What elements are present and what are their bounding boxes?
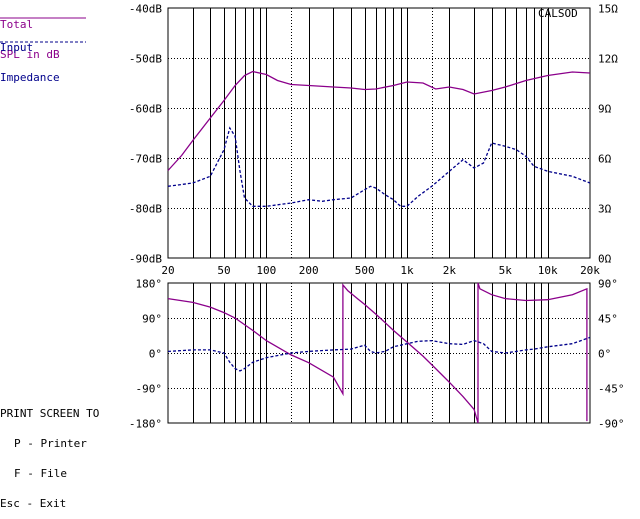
magnitude-y2-tick-label: 12Ω: [598, 53, 618, 66]
magnitude-frame: [167, 7, 591, 259]
x-tick-label: 1k: [400, 264, 414, 277]
magnitude-y-tick-label: -90dB: [129, 253, 162, 266]
brand-label: CALSOD: [538, 7, 578, 20]
spl-legend-swatch: [0, 17, 86, 19]
phase-series: [167, 282, 591, 424]
phase-series-spl: [167, 282, 588, 424]
phase-grid: [167, 282, 591, 424]
impedance-legend-line1: Input: [0, 41, 34, 54]
print-menu-title: PRINT SCREEN TO: [0, 407, 100, 420]
x-tick-label: 5k: [499, 264, 513, 277]
magnitude-y-tick-label: -50dB: [129, 53, 162, 66]
x-tick-label: 20: [161, 264, 174, 277]
print-option-file[interactable]: F - File: [14, 467, 67, 480]
print-option-exit[interactable]: Esc - Exit: [0, 497, 67, 510]
phase-y-tick-label: -90°: [136, 383, 163, 396]
x-tick-label: 10k: [538, 264, 558, 277]
x-tick-label: 100: [256, 264, 276, 277]
magnitude-series-impedance: [167, 126, 591, 207]
magnitude-series-spl: [167, 70, 591, 171]
calsod-plot: -40dB -50dB -60dB -70dB -80dB -90dB 15Ω 12Ω 9Ω 6Ω…: [129, 3, 625, 431]
x-tick-label: 500: [355, 264, 375, 277]
print-screen-menu: PRINT SCREEN TO P - Printer F - File Esc…: [0, 389, 99, 519]
magnitude-series: [167, 70, 591, 207]
spl-legend: Total SPL in dB: [0, 0, 60, 70]
x-tick-label: 2k: [443, 264, 457, 277]
phase-y-tick-label: -180°: [129, 418, 162, 431]
magnitude-y-tick-label: -60dB: [129, 103, 162, 116]
magnitude-y-tick-label: -40dB: [129, 3, 162, 16]
phase-y2-tick-label: 45°: [598, 313, 618, 326]
phase-y-tick-label: 0°: [149, 348, 162, 361]
magnitude-y-tick-label: -70dB: [129, 153, 162, 166]
impedance-legend-swatch: [0, 41, 86, 43]
x-tick-label: 20k: [580, 264, 600, 277]
impedance-legend-line2: Impedance: [0, 71, 60, 84]
impedance-legend: Input Impedance: [0, 23, 60, 93]
spl-legend-line1: Total: [0, 18, 34, 31]
axis-labels: -40dB -50dB -60dB -70dB -80dB -90dB 15Ω 12Ω 9Ω 6Ω…: [129, 3, 625, 431]
phase-y-tick-label: 180°: [136, 278, 163, 291]
magnitude-y2-tick-label: 9Ω: [598, 103, 612, 116]
magnitude-y2-tick-label: 3Ω: [598, 203, 612, 216]
phase-y2-tick-label: 90°: [598, 278, 618, 291]
phase-y2-tick-label: -90°: [598, 418, 625, 431]
magnitude-y2-tick-label: 0Ω: [598, 253, 612, 266]
phase-y2-tick-label: 0°: [598, 348, 611, 361]
magnitude-y2-tick-label: 15Ω: [598, 3, 618, 16]
phase-y-tick-label: 90°: [142, 313, 162, 326]
phase-y2-tick-label: -45°: [598, 383, 625, 396]
x-tick-label: 200: [299, 264, 319, 277]
magnitude-grid: [167, 7, 591, 259]
spl-legend-line2: SPL in dB: [0, 48, 60, 61]
x-tick-label: 50: [217, 264, 230, 277]
magnitude-y-tick-label: -80dB: [129, 203, 162, 216]
magnitude-y2-tick-label: 6Ω: [598, 153, 612, 166]
print-option-printer[interactable]: P - Printer: [14, 437, 87, 450]
